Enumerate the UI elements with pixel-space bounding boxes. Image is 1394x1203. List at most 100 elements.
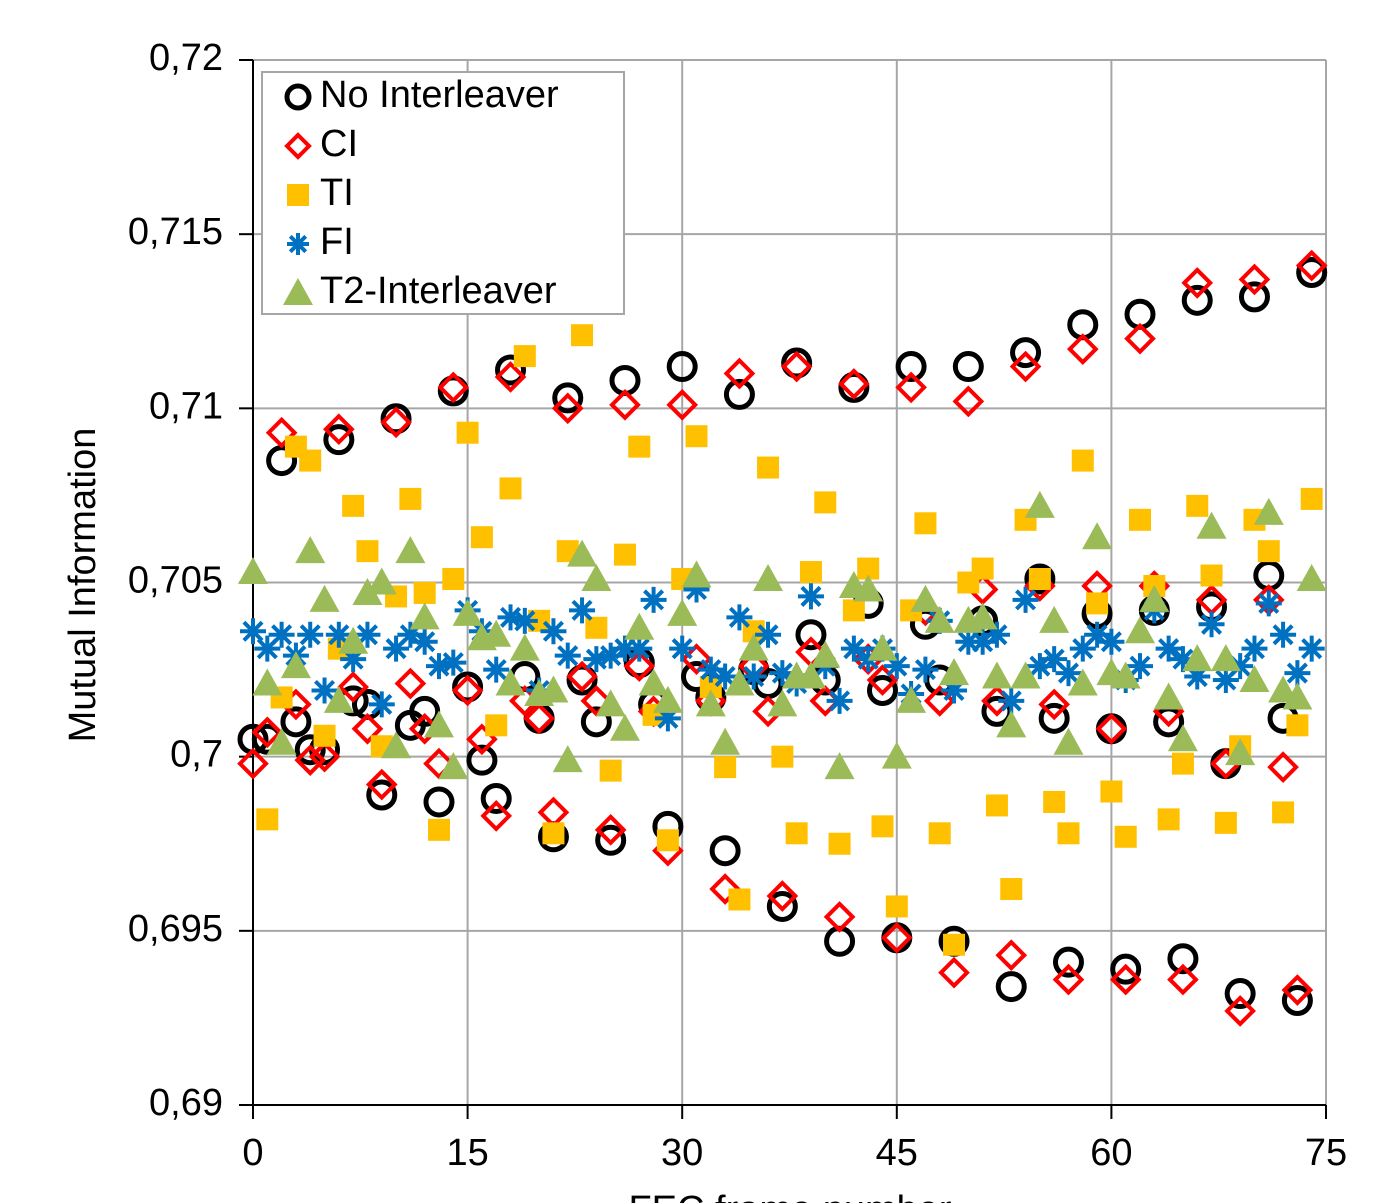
point (569, 597, 596, 624)
point (624, 612, 655, 640)
legend-label: FI (320, 221, 354, 263)
point (1282, 682, 1313, 710)
point (1057, 822, 1080, 845)
point (757, 456, 780, 479)
legend-label: CI (320, 123, 358, 165)
point (580, 685, 613, 717)
point (294, 744, 327, 776)
point (528, 609, 551, 632)
point (723, 378, 755, 410)
point (280, 651, 311, 679)
point (311, 677, 338, 704)
point (423, 786, 455, 818)
point (857, 557, 880, 580)
point (880, 921, 913, 954)
point (409, 695, 441, 727)
point (342, 494, 365, 517)
point (538, 675, 569, 703)
point (456, 421, 479, 444)
point (566, 664, 598, 696)
point (494, 361, 527, 393)
point (1157, 808, 1180, 831)
point (1210, 644, 1241, 672)
point (914, 512, 937, 535)
point (442, 568, 465, 591)
point (1225, 738, 1256, 766)
point (753, 564, 784, 592)
point (838, 368, 870, 400)
point (1182, 644, 1213, 672)
point (1255, 590, 1282, 617)
point (308, 740, 341, 773)
point (952, 351, 984, 383)
point (409, 602, 440, 630)
point (1167, 943, 1199, 975)
point (1286, 714, 1309, 737)
point (795, 661, 826, 689)
point (1284, 660, 1311, 687)
point (912, 656, 939, 683)
point (1110, 953, 1142, 985)
point (924, 605, 955, 633)
point (1270, 621, 1297, 648)
legend-label: TI (320, 172, 354, 214)
point (1066, 333, 1099, 365)
point (399, 487, 422, 510)
point (323, 424, 355, 456)
point (981, 661, 1012, 689)
point (640, 586, 667, 613)
point (609, 389, 641, 421)
point (767, 689, 798, 717)
x-axis-title: FEC frame number (628, 1189, 951, 1203)
point (626, 635, 653, 662)
point (437, 375, 469, 407)
point (366, 567, 397, 595)
point (656, 829, 679, 852)
point (581, 564, 612, 592)
point (1181, 284, 1213, 316)
point (795, 619, 827, 651)
point (709, 873, 741, 905)
point (380, 406, 412, 439)
point (511, 607, 538, 634)
point (1110, 661, 1141, 689)
point (1169, 646, 1196, 673)
point (411, 628, 438, 655)
legend-label: No Interleaver (320, 74, 559, 116)
point (597, 642, 624, 669)
point (866, 664, 899, 696)
point (1167, 724, 1198, 752)
point (712, 663, 739, 690)
point (1125, 616, 1156, 644)
point (1024, 563, 1056, 595)
point (485, 714, 508, 737)
point (440, 649, 467, 676)
point (824, 752, 855, 780)
point (1052, 963, 1085, 996)
point (309, 584, 340, 612)
point (1026, 653, 1053, 680)
point (523, 702, 555, 735)
point (969, 628, 996, 655)
point (781, 347, 813, 379)
point (280, 706, 312, 738)
point (356, 540, 379, 563)
point (995, 971, 1027, 1003)
point (666, 389, 699, 421)
point (313, 724, 336, 747)
point (595, 824, 627, 856)
x-tick-label: 0 (242, 1132, 263, 1174)
point (726, 604, 753, 631)
point (295, 536, 326, 564)
point (395, 536, 426, 564)
point (683, 576, 710, 603)
point (613, 543, 636, 566)
point (685, 425, 708, 448)
point (1224, 978, 1256, 1010)
legend-label: T2-Interleaver (320, 270, 557, 312)
point (1296, 564, 1327, 592)
point (628, 435, 651, 458)
point (1095, 712, 1128, 745)
point (1067, 668, 1098, 696)
point (928, 822, 951, 845)
